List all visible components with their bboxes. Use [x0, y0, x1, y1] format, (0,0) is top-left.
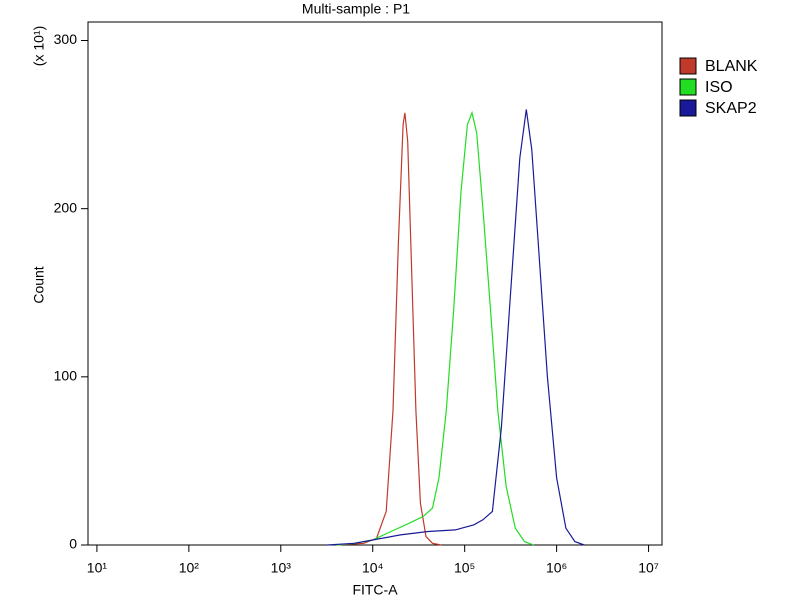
y-tick-label: 200	[54, 199, 78, 215]
x-tick-label: 10²	[179, 560, 200, 576]
legend-swatch	[679, 57, 697, 75]
plot-frame	[87, 21, 663, 546]
x-tick-label: 10¹	[87, 560, 108, 576]
legend-label: ISO	[705, 79, 733, 96]
series-line	[327, 109, 585, 546]
legend-label: BLANK	[705, 58, 758, 75]
y-tick-label: 100	[54, 368, 78, 384]
legend-swatch	[679, 78, 697, 96]
series-line	[336, 110, 534, 546]
chart-title: Multi-sample : P1	[302, 1, 410, 17]
y-scale-label: (x 10¹)	[31, 26, 47, 66]
legend-label: SKAP2	[705, 100, 757, 117]
series-line	[336, 112, 442, 546]
y-tick-label: 300	[54, 31, 78, 47]
x-tick-label: 10³	[271, 560, 292, 576]
x-tick-label: 10⁷	[638, 560, 659, 576]
x-tick-label: 10⁶	[546, 560, 567, 576]
y-tick-label: 0	[69, 536, 77, 552]
x-axis-label: FITC-A	[352, 582, 398, 598]
y-axis-label: Count	[31, 266, 47, 303]
x-tick-label: 10⁴	[362, 560, 384, 576]
x-tick-label: 10⁵	[454, 560, 475, 576]
legend-swatch	[679, 99, 697, 117]
